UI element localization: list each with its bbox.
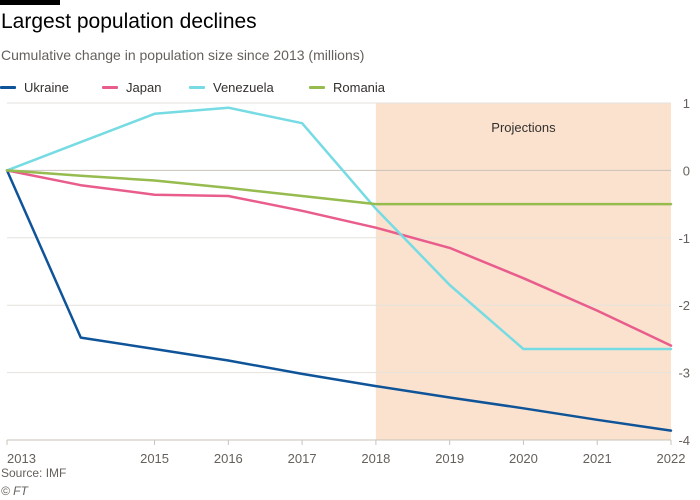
source-note: Source: IMF [1, 466, 67, 480]
series-line-ukraine [5, 169, 673, 432]
series-line-romania [5, 169, 673, 206]
legend-swatch-venezuela [189, 86, 205, 89]
y-tick-label: -1 [678, 231, 690, 246]
y-tick-label: -3 [678, 366, 690, 381]
x-tick-label: 2015 [140, 451, 169, 466]
legend-swatch-romania [309, 86, 325, 89]
x-tick-label: 2021 [583, 451, 612, 466]
y-tick-label: 0 [683, 163, 690, 178]
x-tick-label: 2017 [288, 451, 317, 466]
legend-label-ukraine: Ukraine [24, 80, 69, 95]
y-tick-label: -2 [678, 298, 690, 313]
y-tick-label: 1 [683, 96, 690, 111]
copyright-note: © FT [1, 484, 28, 498]
projection-label: Projections [491, 120, 556, 135]
y-tick-label: -4 [678, 433, 690, 448]
series-line-japan [5, 169, 673, 347]
x-tick-label: 2020 [509, 451, 538, 466]
x-tick-label: 2016 [214, 451, 243, 466]
projection-region [375, 103, 671, 440]
chart-subtitle: Cumulative change in population size sin… [1, 47, 365, 63]
legend-swatch-japan [102, 86, 118, 89]
chart-title: Largest population declines [1, 10, 257, 33]
legend-item-japan: Japan [102, 80, 161, 95]
x-tick-label: 2022 [657, 451, 686, 466]
legend-item-ukraine: Ukraine [0, 80, 69, 95]
legend-label-venezuela: Venezuela [213, 80, 274, 95]
x-tick-label: 2013 [7, 451, 36, 466]
legend-item-romania: Romania [309, 80, 385, 95]
legend-label-japan: Japan [126, 80, 162, 95]
legend-swatch-ukraine [0, 86, 16, 89]
series-line-venezuela [5, 106, 673, 351]
x-tick-label: 2019 [435, 451, 464, 466]
legend-label-romania: Romania [333, 80, 386, 95]
legend-item-venezuela: Venezuela [189, 80, 274, 95]
brand-bar [0, 0, 60, 5]
x-tick-label: 2018 [361, 451, 390, 466]
